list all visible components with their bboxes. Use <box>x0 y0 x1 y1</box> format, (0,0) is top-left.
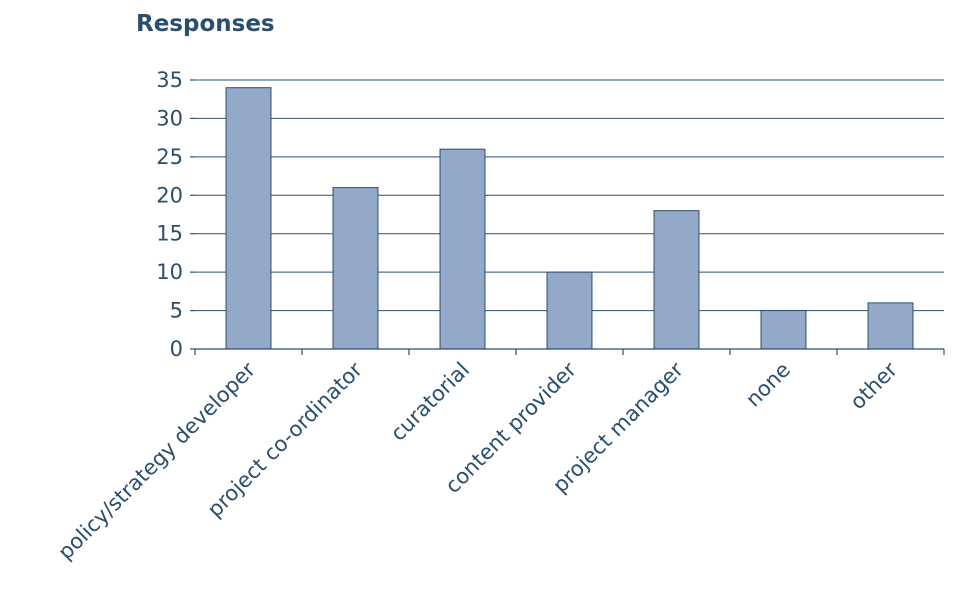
bar-2 <box>332 187 379 350</box>
x-tick-label: policy/strategy developer <box>53 357 260 564</box>
bar-1 <box>225 87 272 350</box>
y-tick-label: 25 <box>156 145 183 169</box>
bars <box>225 87 914 350</box>
gridlines <box>190 79 944 350</box>
chart-title: Responses <box>136 11 275 37</box>
bar-5 <box>653 210 700 350</box>
x-tick-label: curatorial <box>386 358 474 446</box>
bar-4 <box>546 271 593 350</box>
y-tick-label: 20 <box>156 183 183 207</box>
y-tick-label: 5 <box>170 299 183 323</box>
x-tick-label: none <box>741 358 795 412</box>
x-tick-label: other <box>846 357 903 414</box>
bar-3 <box>439 148 486 350</box>
y-tick-label: 0 <box>170 337 183 361</box>
y-tick-label: 10 <box>156 260 183 284</box>
bar-6 <box>760 310 807 350</box>
x-axis <box>194 348 945 355</box>
y-tick-label: 35 <box>156 68 183 92</box>
y-axis-ticks: 0 5 10 15 20 25 30 35 <box>156 68 183 361</box>
y-tick-label: 15 <box>156 222 183 246</box>
bar-7 <box>867 302 914 350</box>
y-tick-label: 30 <box>156 106 183 130</box>
